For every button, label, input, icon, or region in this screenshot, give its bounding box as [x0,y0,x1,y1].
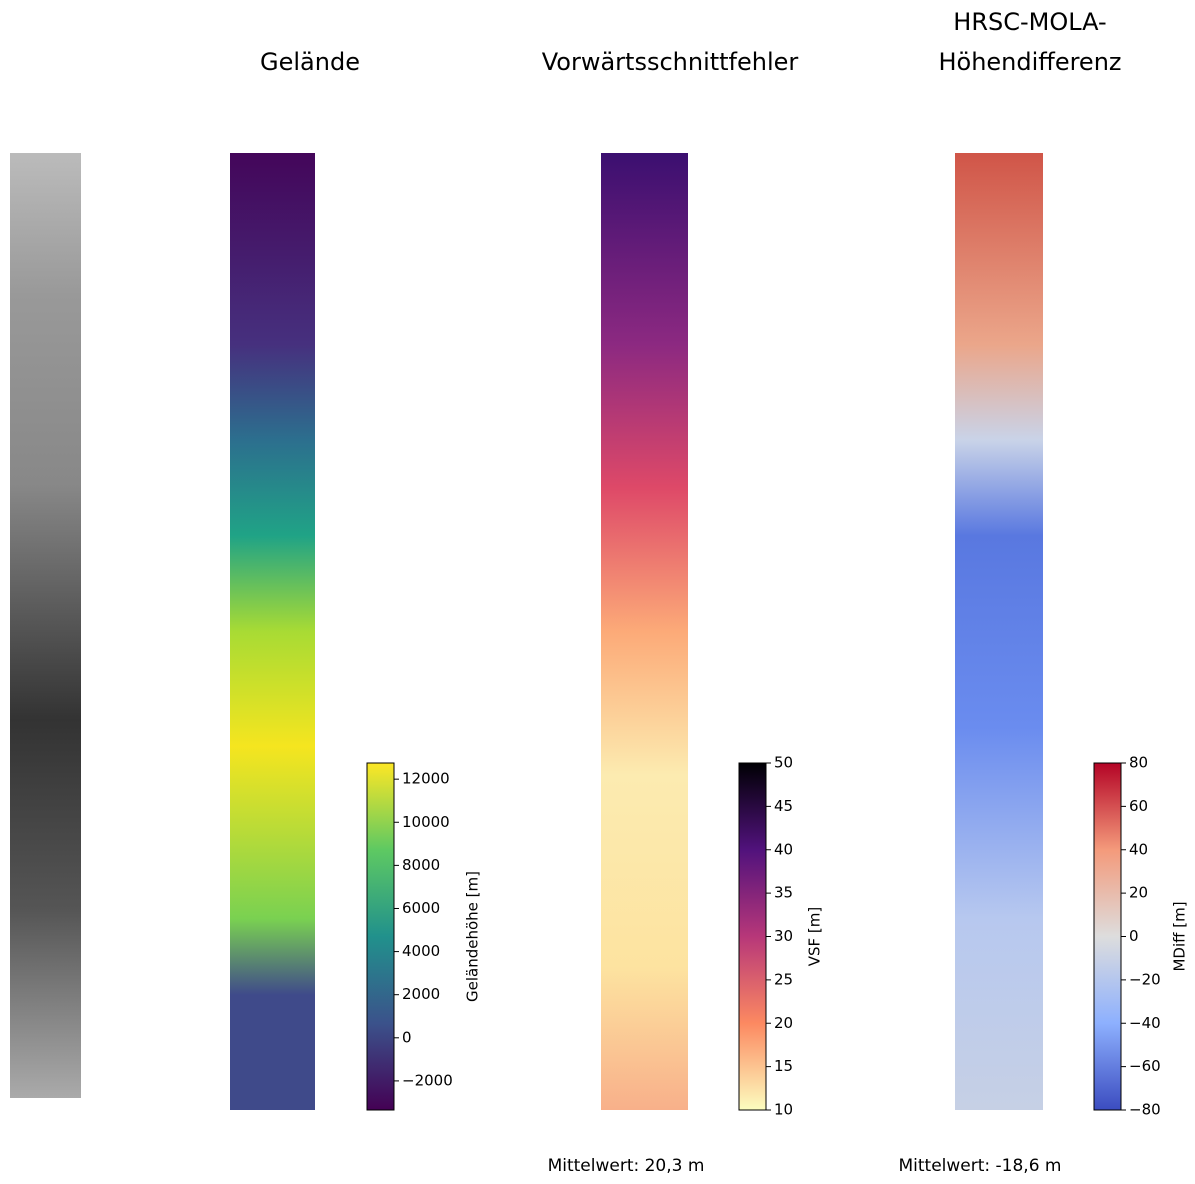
colorbar-tick-label: 30 [774,927,793,945]
colorbar-tick-label: 2000 [402,985,440,1003]
colorbar-tick-label: 60 [1129,797,1148,815]
colorbar-tick-label: 40 [774,840,793,858]
colorbar-tick-label: 8000 [402,856,440,874]
colorbar-label: MDiff [m] [1171,901,1189,971]
panel-title: Höhendifferenz [938,48,1121,76]
colorbar-tick-label: 0 [402,1028,412,1046]
panel-title: HRSC-MOLA- [953,8,1106,36]
colorbar-tick-label: 15 [774,1057,793,1075]
vsf-strip [601,153,688,1110]
mdiff-strip [955,153,1043,1110]
colorbar-tick-label: 35 [774,884,793,902]
panel-title: Gelände [260,48,360,76]
colorbar-tick-label: 80 [1129,754,1148,772]
colorbar-tick-label: 25 [774,970,793,988]
colorbar-tick-label: 20 [774,1014,793,1032]
image-strip [10,153,81,1098]
colorbar-label: VSF [m] [806,907,824,967]
colorbar [738,762,767,1111]
colorbar-tick-label: 20 [1129,884,1148,902]
colorbar-tick-label: 0 [1129,927,1139,945]
panel-title: Vorwärtsschnittfehler [542,48,799,76]
colorbar-tick-label: 45 [774,797,793,815]
colorbar [366,762,395,1111]
colorbar-tick-label: 10 [774,1101,793,1119]
colorbar-tick-label: 4000 [402,942,440,960]
mean-annotation: Mittelwert: 20,3 m [548,1156,705,1176]
colorbar-label: Geländehöhe [m] [464,871,482,1002]
terrain-strip [230,153,315,1110]
colorbar-tick-label: 6000 [402,899,440,917]
colorbar-tick-label: −60 [1129,1057,1161,1075]
colorbar-tick-label: −40 [1129,1014,1161,1032]
colorbar-tick-label: 12000 [402,770,450,788]
colorbar [1093,762,1122,1111]
colorbar-tick-label: 50 [774,754,793,772]
mean-annotation: Mittelwert: -18,6 m [898,1156,1061,1176]
colorbar-tick-label: −80 [1129,1101,1161,1119]
colorbar-tick-label: 40 [1129,840,1148,858]
colorbar-tick-label: −2000 [402,1071,453,1089]
colorbar-tick-label: 10000 [402,813,450,831]
colorbar-tick-label: −20 [1129,970,1161,988]
